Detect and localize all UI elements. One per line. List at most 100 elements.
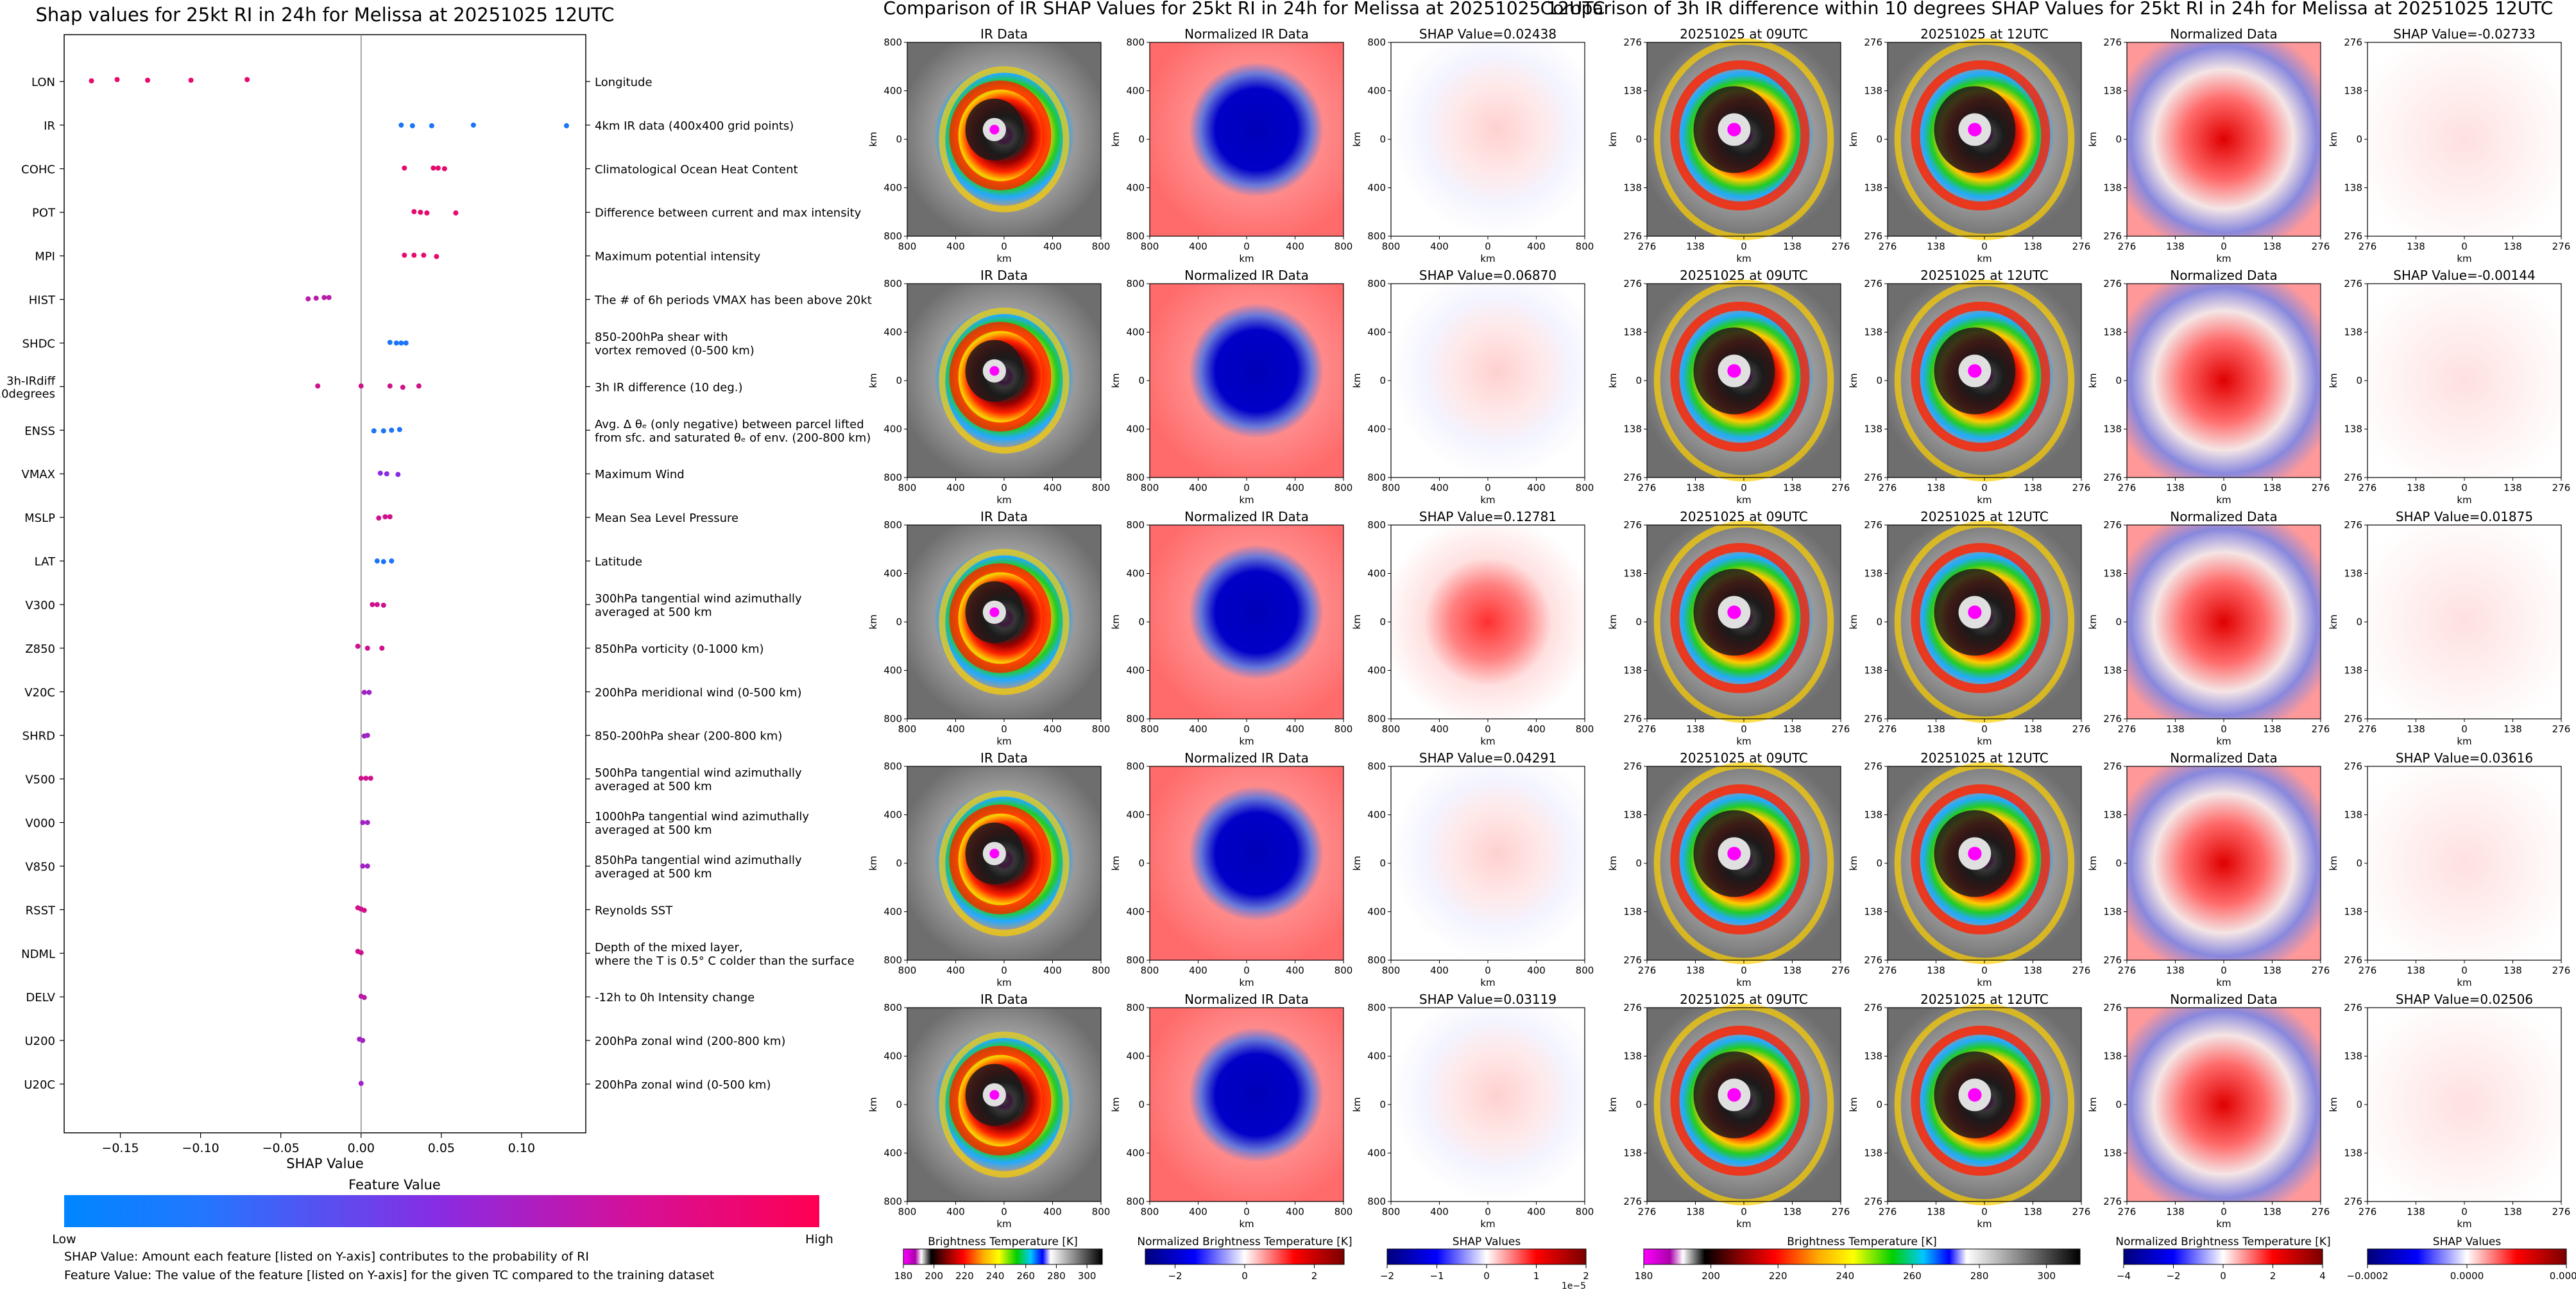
shap-point [360,820,366,825]
panel-ytick-label: 400 [1367,1051,1386,1062]
panel-xtick-label: 276 [2118,965,2137,976]
shap-point [416,383,422,389]
panel-title: SHAP Value=-0.00144 [2393,268,2535,283]
panel-ytick-label: 138 [1864,1051,1882,1062]
panel-xtick-label: 800 [1576,965,1594,976]
feature-colorbar-title: Feature Value [348,1177,441,1193]
shap-feature-description-line: Climatological Ocean Heat Content [595,163,798,177]
shap-feature-description: 500hPa tangential wind azimuthally averag… [595,766,802,793]
panel-ytick-label: 276 [1864,278,1882,289]
panel-ytick-label: 0 [1379,1099,1386,1110]
panel-xtick-label: 400 [1189,241,1207,252]
panel-ytick-label: 138 [2344,327,2362,338]
panel-ytick-label: 138 [1623,1148,1642,1159]
shap-point [434,254,439,259]
diff-shap-panel [2367,525,2561,719]
panel-ytick-label: 138 [2103,665,2122,676]
shap-feature-label: NDML [21,947,55,961]
panel-ytick-label: 800 [883,230,902,242]
panel-xtick-label: 400 [1286,965,1304,976]
panel-ytick-label: 400 [1126,568,1145,580]
panel-ytick-label: 0 [1138,134,1145,145]
panel-xlabel: km [1480,977,1495,988]
shap-point [418,209,423,215]
shap-feature-label: RSST [26,904,56,917]
panel-xlabel: km [2457,977,2471,988]
panel-ylabel: km [1351,132,1363,146]
panel-xtick-label: 400 [1286,723,1304,735]
panel-ytick-label: 0 [1876,134,1882,145]
panel-ytick-label: 0 [1876,616,1882,628]
shap-feature-description: Mean Sea Level Pressure [595,512,738,525]
panel-ylabel: km [1110,614,1122,629]
shap-point [409,123,415,128]
shap-point [358,383,364,389]
shap-point [361,908,367,913]
panel-xtick-label: 276 [1832,965,1850,976]
colorbars: Brightness Temperature [K]180 200 220 240 26… [894,1236,2576,1291]
panel-ytick-label: 276 [2103,519,2122,531]
shap-feature-description: 850-200hPa shear (200-800 km) [595,730,782,743]
panel-ylabel: km [1351,373,1363,388]
panel-xtick-label: 0 [1741,965,1747,976]
shap-feature-label: COHC [21,163,55,177]
shap-feature-description-line: where the T is 0.5° C colder than the su… [595,954,855,968]
panel-ytick-label: 276 [2103,230,2122,242]
panel-xtick-label: 0 [1741,482,1747,494]
panel-ylabel: km [867,856,879,870]
panel-xlabel: km [2216,494,2231,506]
shap-point [380,428,386,434]
shap-feature-label: LAT [35,555,56,569]
normalized-diff-panel [2127,42,2321,236]
panel-xtick-label: 400 [1527,482,1546,494]
panel-xtick-label: 276 [2552,482,2571,494]
colorbar-tick-label: 0.0000 [2450,1270,2484,1282]
shap-point [424,210,430,216]
shap-point [313,295,319,301]
panel-xtick-label: 138 [1686,723,1705,735]
panel-ylabel: km [1351,1097,1363,1112]
panel-xtick-label: 800 [1092,241,1111,252]
colorbar-tick-label: −0.0002 [2346,1270,2388,1282]
panel-xlabel: km [1977,494,1992,506]
shap-point [321,295,327,300]
panel-ytick-label: 138 [1623,182,1642,194]
shap-point [358,1081,364,1086]
shap-point [398,340,404,346]
panel-ytick-label: 800 [883,278,902,289]
shap-feature-description: 200hPa zonal wind (0-500 km) [595,1078,771,1092]
shap-point [402,165,407,171]
panel-xtick-label: 276 [2072,965,2091,976]
panel-xtick-label: 400 [1286,1206,1304,1218]
panel-xtick-label: 276 [1832,1206,1850,1218]
colorbar-label: Brightness Temperature [K] [928,1236,1077,1248]
panel-xtick-label: 800 [1141,482,1159,494]
panel-ytick-label: 138 [1623,1051,1642,1062]
panel-ylabel: km [1848,856,1859,870]
panel-ylabel: km [1607,132,1619,146]
panel-xtick-label: 138 [2024,482,2042,494]
panel-ytick-label: 0 [1138,616,1145,628]
panel-xtick-label: 800 [898,723,917,735]
shap-title: Shap values for 25kt RI in 24h for Melis… [35,4,614,26]
panel-xtick-label: 276 [2118,482,2137,494]
panel-xlabel: km [1480,1218,1495,1230]
panel-xtick-label: 800 [1576,723,1594,735]
storm-eye [1968,364,1982,378]
panel-xtick-label: 800 [1335,965,1353,976]
panel-xtick-label: 276 [2072,482,2091,494]
panel-xtick-label: 0 [1981,1206,1988,1218]
panel-ytick-label: 138 [1623,809,1642,821]
panel-xtick-label: 0 [2221,482,2227,494]
shap-xtick-label: 0.10 [508,1141,535,1155]
shap-feature-label: V20C [24,686,55,700]
panel-xlabel: km [1480,736,1495,747]
shap-point [387,340,393,345]
panel-xtick-label: 138 [2166,241,2185,252]
panel-ytick-label: 138 [1864,568,1882,580]
panel-xtick-label: 400 [1527,965,1546,976]
shap-feature-label-line: COHC [21,163,55,177]
panel-xtick-label: 138 [1686,241,1705,252]
colorbar-tick-label: 2 [1583,1270,1589,1282]
panel-ytick-label: 800 [883,761,902,772]
